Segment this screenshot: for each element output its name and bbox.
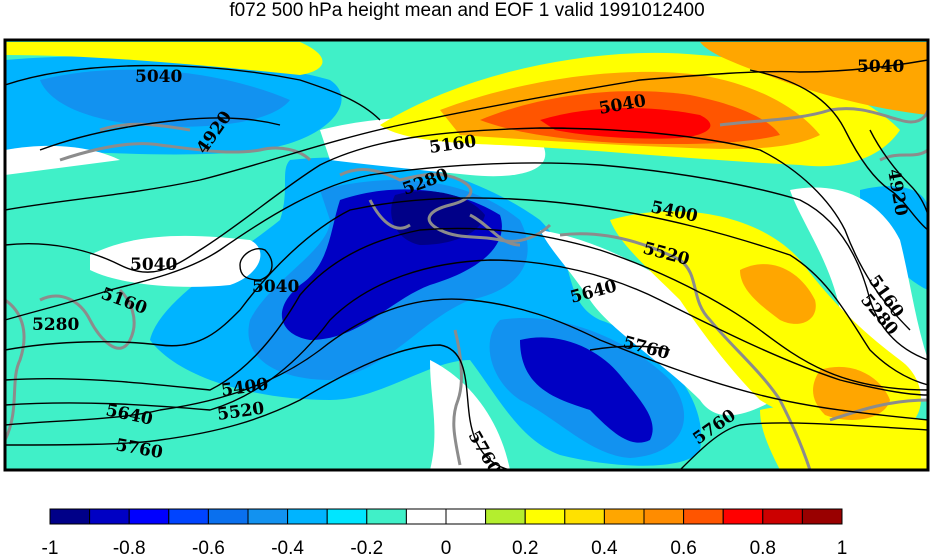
colorbar-tick-label: 0 xyxy=(440,538,452,559)
contour-label: 5040 xyxy=(130,255,177,275)
colorbar-tick-label: -0.8 xyxy=(112,538,146,559)
shade-red xyxy=(540,108,711,139)
colorbar-tick-label: 0.4 xyxy=(591,538,618,559)
colorbar-swatch xyxy=(405,508,447,525)
colorbar-swatch xyxy=(801,508,843,525)
coastline xyxy=(469,213,521,247)
height-contour xyxy=(39,117,281,151)
colorbar-swatch xyxy=(366,508,407,525)
colorbar-swatch xyxy=(326,508,368,525)
height-contour xyxy=(869,129,928,216)
colorbar-swatch xyxy=(207,508,249,525)
height-contour xyxy=(749,69,928,231)
colorbar-swatch xyxy=(643,508,685,525)
coastline xyxy=(339,168,552,243)
height-contour xyxy=(5,162,928,361)
colorbar-swatch xyxy=(168,508,209,525)
height-contour xyxy=(5,64,381,121)
colorbar-swatch xyxy=(683,508,724,525)
colorbar-swatch xyxy=(445,508,487,525)
height-contour xyxy=(5,259,928,411)
colorbar-swatch xyxy=(247,508,289,525)
colorbar-tick-label: 1 xyxy=(836,538,848,559)
coastline xyxy=(829,398,928,422)
shade-white xyxy=(430,360,510,470)
colorbar-swatch xyxy=(564,508,605,525)
coastline xyxy=(559,232,812,470)
height-contour xyxy=(239,248,273,281)
height-contour xyxy=(589,345,671,351)
map-frame xyxy=(3,38,930,472)
colorbar-swatch xyxy=(89,508,130,525)
height-contour xyxy=(5,298,928,426)
colorbar-swatch xyxy=(128,508,170,525)
colorbar-swatch xyxy=(603,508,645,525)
plot-title: f072 500 hPa height mean and EOF 1 valid… xyxy=(229,0,705,21)
shade-white xyxy=(790,187,928,400)
colorbar xyxy=(49,508,843,525)
colorbar-tick-label: -1 xyxy=(41,538,59,559)
height-contour xyxy=(679,422,928,470)
colorbar-tick-label: 0.2 xyxy=(511,538,539,559)
shade-medium-blue xyxy=(40,69,290,127)
colorbar-tick-label: 0.6 xyxy=(670,538,697,559)
colorbar-swatch xyxy=(722,508,764,525)
coastline xyxy=(452,329,463,466)
height-contour xyxy=(5,59,928,211)
colorbar-swatch xyxy=(49,508,91,525)
colorbar-tick-label: -0.4 xyxy=(271,538,304,559)
shade-orange xyxy=(740,264,816,324)
shade-white xyxy=(540,230,790,416)
coastline xyxy=(879,148,928,162)
colorbar-swatch xyxy=(485,508,526,525)
shade-white xyxy=(90,235,261,287)
contour-label: 5040 xyxy=(135,67,182,87)
height-contour xyxy=(5,127,911,331)
colorbar-tick-label: -0.6 xyxy=(192,538,225,559)
shade-orange xyxy=(700,42,928,115)
shade-yellow xyxy=(5,42,323,75)
colorbar-swatch xyxy=(287,508,328,525)
height-contour xyxy=(5,344,511,470)
colorbar-swatch xyxy=(762,508,803,525)
coastline xyxy=(368,199,411,230)
coastline xyxy=(39,288,136,350)
contour-label: 5040 xyxy=(857,57,904,77)
height-contour xyxy=(5,197,928,386)
height-contour xyxy=(5,227,928,391)
shade-yellow xyxy=(760,405,928,470)
coastline xyxy=(5,298,26,441)
eof-shading: 5040 5040 5040 4920 5160 5280 5400 5520 … xyxy=(5,40,928,470)
colorbar-swatch xyxy=(524,508,566,525)
shade-dark-blue xyxy=(520,337,653,443)
colorbar-tick-label: 0.8 xyxy=(749,538,777,559)
coastline xyxy=(59,142,312,162)
colorbar-tick-label: -0.2 xyxy=(350,538,384,559)
contour-label: 5040 xyxy=(252,277,299,297)
contour-label: 5280 xyxy=(32,315,79,335)
coastline xyxy=(719,107,928,127)
